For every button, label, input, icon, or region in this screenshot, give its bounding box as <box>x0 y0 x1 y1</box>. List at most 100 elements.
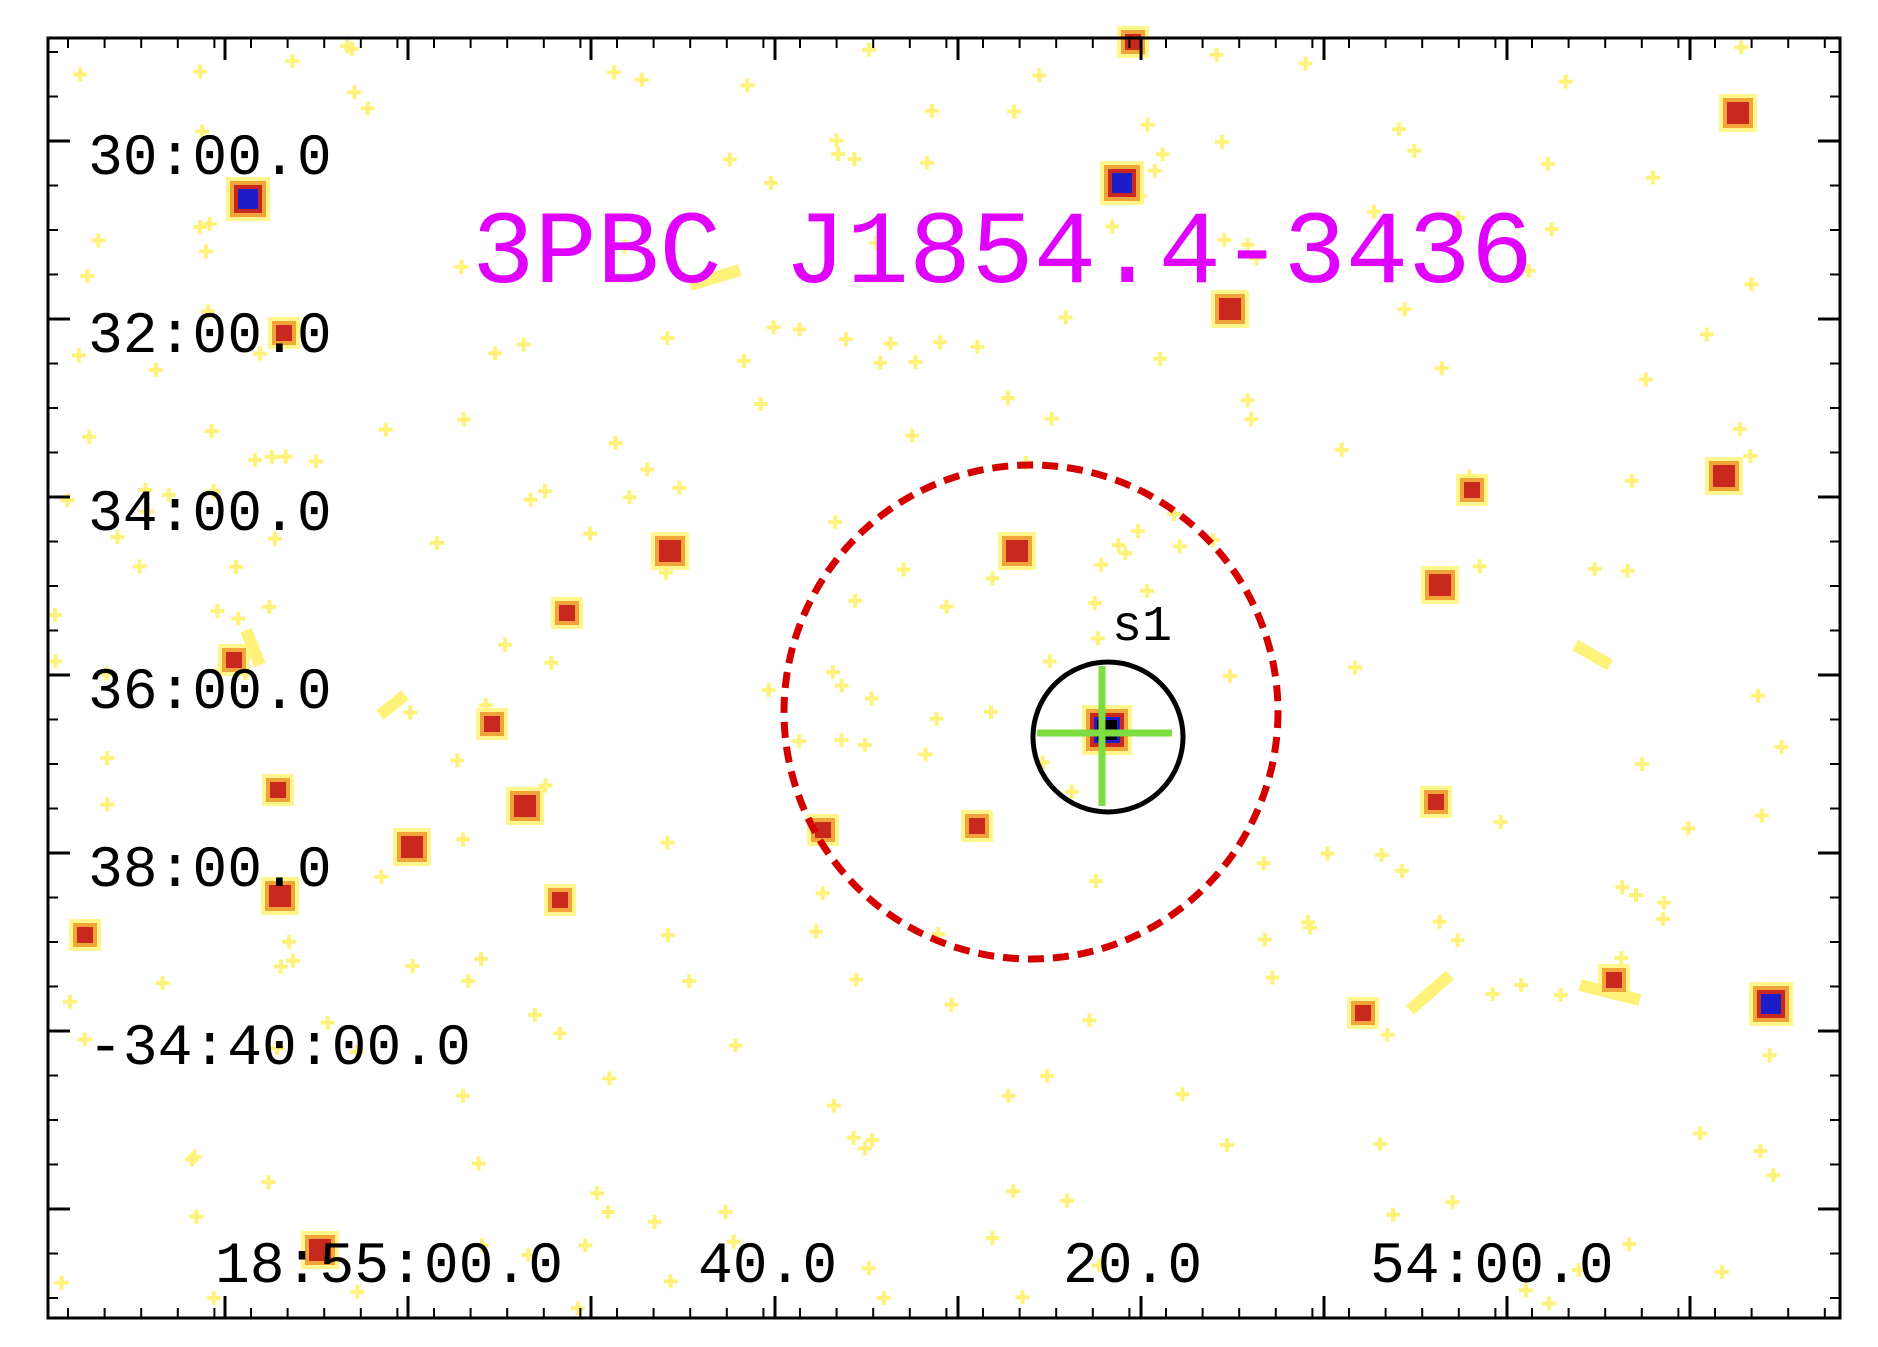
star <box>544 884 576 916</box>
star <box>69 919 101 951</box>
noise-speck <box>374 869 389 884</box>
ra-label: 54:00.0 <box>1370 1235 1614 1300</box>
ra-axis-labels: 18:55:00.0 40.0 20.0 54:00.0 <box>215 1235 1614 1300</box>
noise-speck <box>161 487 176 502</box>
noise-speck <box>663 1274 678 1289</box>
star <box>551 597 583 629</box>
noise-speck <box>1699 327 1714 342</box>
noise-speck <box>1714 1264 1729 1279</box>
noise-speck <box>1249 251 1264 266</box>
noise-speck <box>262 599 277 614</box>
image-title: 3PBC J1854.4-3436 <box>472 196 1533 314</box>
noise-speck <box>764 175 779 190</box>
dec-label: -34:40:00.0 <box>88 1017 471 1082</box>
noise-speck <box>521 1247 536 1262</box>
noise-speck <box>1656 911 1671 926</box>
noise-speck <box>498 637 513 652</box>
noise-speck <box>905 428 920 443</box>
noise-speck <box>474 1238 489 1253</box>
noise-speck <box>138 483 153 498</box>
noise-speck <box>403 705 418 720</box>
noise-speck <box>206 484 221 499</box>
star <box>1456 474 1488 506</box>
noise-speck <box>228 559 243 574</box>
noise-speck <box>1397 302 1412 317</box>
noise-speck <box>1450 933 1465 948</box>
noise-speck <box>1265 970 1280 985</box>
ra-label: 20.0 <box>1063 1235 1202 1300</box>
star <box>1347 997 1379 1029</box>
star <box>226 177 270 221</box>
noise-speck <box>834 678 849 693</box>
noise-speck <box>80 269 95 284</box>
noise-speck <box>248 453 263 468</box>
noise-speck <box>1754 808 1769 823</box>
noise-speck <box>1645 170 1660 185</box>
noise-speck <box>1681 821 1696 836</box>
star <box>1705 457 1743 495</box>
noise-speck <box>736 353 751 368</box>
noise-speck <box>931 927 946 942</box>
noise-speck <box>1693 1126 1708 1141</box>
noise-speck <box>198 244 213 259</box>
noise-speck <box>608 436 623 451</box>
noise-speck <box>1001 1088 1016 1103</box>
noise-speck <box>660 331 675 346</box>
noise-speck <box>1240 393 1255 408</box>
noise-streak <box>1406 970 1454 1015</box>
noise-speck <box>578 1238 593 1253</box>
noise-speck <box>983 704 998 719</box>
noise-speck <box>722 152 737 167</box>
noise-speck <box>82 429 97 444</box>
noise-speck <box>726 1234 741 1249</box>
noise-speck <box>450 753 465 768</box>
noise-speck <box>682 974 697 989</box>
noise-streak <box>240 627 266 668</box>
noise-speck <box>1153 351 1168 366</box>
noise-speck <box>350 1284 365 1299</box>
noise-speck <box>728 1038 743 1053</box>
noise-speck <box>908 355 923 370</box>
noise-speck <box>883 336 898 351</box>
noise-speck <box>1240 237 1255 252</box>
noise-speck <box>1395 863 1410 878</box>
noise-speck <box>932 335 947 350</box>
noise-speck <box>264 449 279 464</box>
noise-speck <box>857 1141 872 1156</box>
noise-speck <box>985 1231 1000 1246</box>
noise-speck <box>1638 372 1653 387</box>
noise-speck <box>792 734 807 749</box>
noise-speck <box>1407 143 1422 158</box>
noise-speck <box>344 41 359 56</box>
noise-speck <box>1032 68 1047 83</box>
noise-speck <box>48 607 63 622</box>
noise-speck <box>896 562 911 577</box>
star <box>961 810 993 842</box>
noise-speck <box>869 236 884 251</box>
noise-speck <box>77 1032 92 1047</box>
noise-speck <box>1348 660 1363 675</box>
noise-speck <box>634 72 649 87</box>
noise-speck <box>809 924 824 939</box>
noise-speck <box>1774 739 1789 754</box>
noise-speck <box>1434 361 1449 376</box>
noise-speck <box>1558 74 1573 89</box>
noise-speck <box>71 348 86 363</box>
noise-speck <box>110 530 125 545</box>
noise-speck <box>456 412 471 427</box>
noise-speck <box>834 733 849 748</box>
noise-speck <box>640 462 655 477</box>
noise-speck <box>1042 654 1057 669</box>
noise-speck <box>857 737 872 752</box>
star <box>393 828 431 866</box>
star <box>1117 26 1149 58</box>
noise-speck <box>606 65 621 80</box>
noise-speck <box>285 54 300 69</box>
noise-speck <box>1015 1290 1030 1305</box>
noise-speck <box>1635 757 1650 772</box>
crosshair-icon <box>1037 666 1172 806</box>
noise-speck <box>155 976 170 991</box>
noise-speck <box>1472 559 1487 574</box>
noise-speck <box>189 1209 204 1224</box>
